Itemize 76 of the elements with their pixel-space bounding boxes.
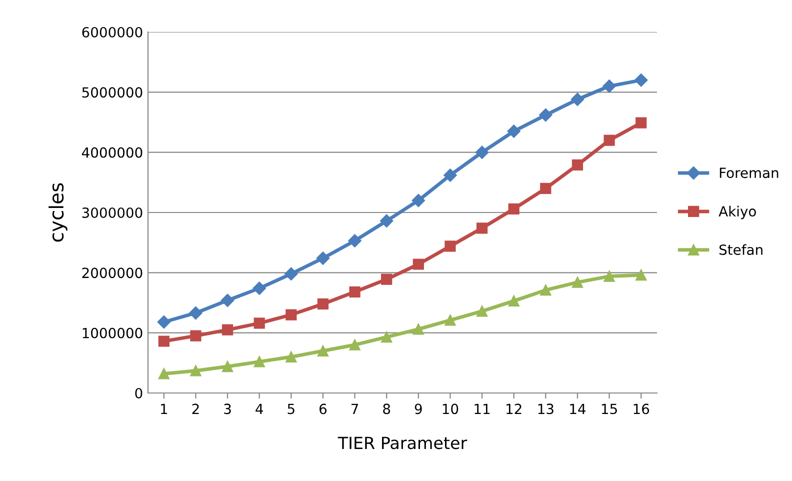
y-axis-title: cycles [48,183,68,242]
point [286,309,297,320]
x-tick-label: 10 [442,404,458,414]
point [254,356,265,368]
point [604,270,615,282]
legend-label: Stefan [719,244,762,255]
point [381,331,392,343]
point [158,368,170,380]
x-tick-label: 9 [414,404,422,414]
point [222,360,234,372]
y-tick-label: 6000000 [82,26,142,38]
point [540,284,552,296]
point [539,108,552,122]
point [572,159,584,171]
point [444,168,457,182]
point [634,74,648,87]
point [476,306,488,317]
point [157,315,170,329]
y-tick-label: 5000000 [82,87,142,98]
point [570,92,584,106]
x-tick-label: 2 [192,404,199,414]
legend-label: Akiyo [718,206,756,220]
point [508,203,520,214]
point [284,267,298,280]
point [190,330,202,342]
point [572,276,584,288]
x-tick-label: 6 [320,404,327,414]
point [348,234,362,248]
point [381,274,392,285]
point [286,351,297,362]
x-tick-label: 15 [602,404,617,414]
point [158,336,170,347]
y-tick-label: 3000000 [82,207,142,218]
point [316,252,330,265]
point [380,214,394,228]
point [604,134,615,146]
point [540,182,552,194]
x-tick-label: 11 [474,404,490,414]
point [349,286,360,298]
y-tick-label: 1000000 [82,328,142,338]
x-tick-label: 8 [383,404,390,414]
y-tick-label: 2000000 [82,268,142,278]
x-axis-title: TIER Parameter [338,436,468,450]
x-tick-label: 5 [288,404,294,414]
legend-label: Foreman [720,168,778,178]
x-tick-label: 7 [352,404,358,414]
point [412,324,424,335]
point [254,318,265,329]
point [636,270,647,281]
point [602,80,616,93]
x-tick-label: 12 [506,404,522,414]
point [317,345,329,356]
x-tick-label: 4 [256,404,263,414]
point [636,117,647,128]
point [252,282,266,295]
point [412,194,425,208]
x-tick-label: 14 [570,404,586,414]
point [476,222,488,234]
point [475,146,489,159]
point [444,240,456,252]
point [508,295,520,306]
point [222,324,234,336]
point [189,306,202,320]
x-tick-label: 1 [161,404,168,414]
point [412,258,424,270]
point [444,314,456,326]
point [190,365,202,376]
x-tick-label: 13 [538,404,554,414]
point [317,298,329,310]
y-tick-label: 4000000 [82,147,142,158]
x-tick-label: 16 [634,404,650,414]
x-tick-label: 3 [224,404,231,414]
point [349,339,360,350]
point [507,124,520,138]
y-tick-label: 0 [135,388,142,398]
point [220,294,234,307]
